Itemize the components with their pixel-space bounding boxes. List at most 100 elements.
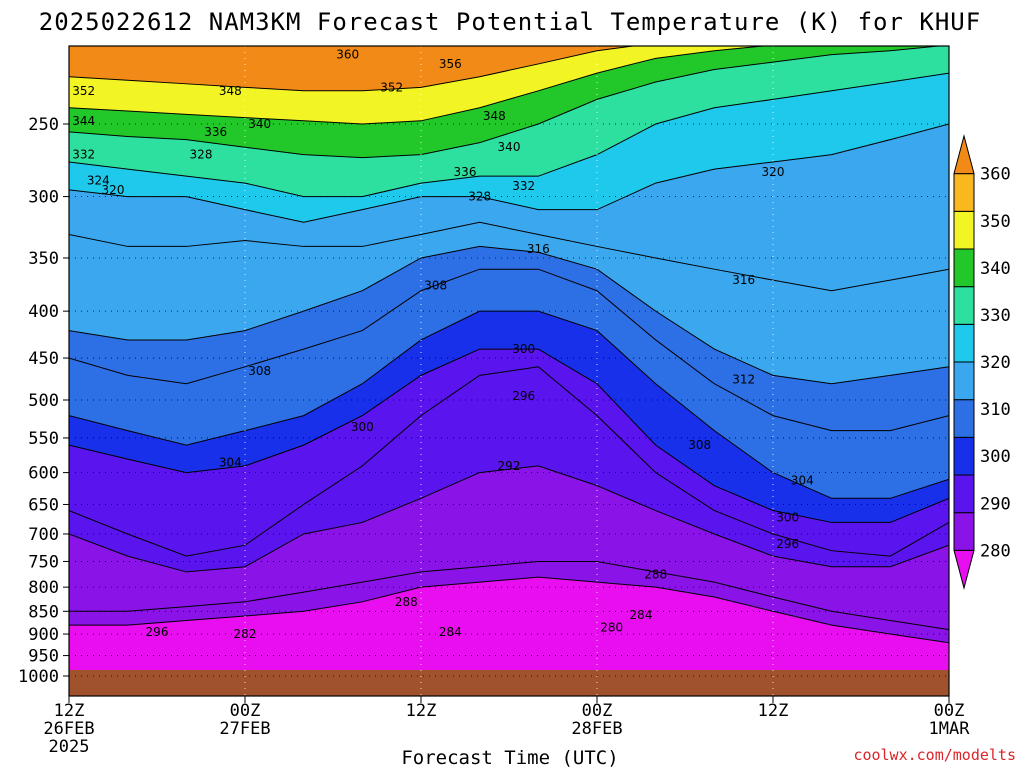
contour-label: 352 — [72, 84, 95, 98]
isentrope-312 — [69, 245, 949, 385]
colorbar-segment — [953, 210, 975, 250]
y-tick-label: 900 — [28, 625, 59, 645]
x-tick-label: 2025 — [49, 737, 90, 757]
isentrope-300 — [69, 348, 949, 523]
colorbar-tick-label: 320 — [980, 353, 1011, 373]
contour-label: 304 — [791, 473, 814, 487]
contour-label: 360 — [336, 48, 359, 62]
credit-link[interactable]: coolwx.com/modelts — [853, 746, 1016, 764]
y-tick-label: 850 — [28, 602, 59, 622]
colorbar-tick-label: 340 — [980, 259, 1011, 279]
colorbar-segment — [953, 512, 975, 551]
colorbar-segment — [953, 134, 975, 175]
isentrope-308 — [69, 268, 949, 432]
isentrope-320 — [69, 123, 949, 223]
colorbar-segment — [953, 323, 975, 363]
contour-label: 336 — [204, 125, 227, 139]
isentrope-336 — [69, 46, 944, 159]
contour-label: 296 — [146, 625, 169, 639]
contour-label: 328 — [468, 190, 491, 204]
contour-label: 308 — [688, 438, 711, 452]
contour-label: 332 — [72, 148, 95, 162]
x-tick-label: 1MAR — [929, 719, 971, 739]
contour-label: 320 — [762, 165, 785, 179]
y-tick-label: 950 — [28, 647, 59, 667]
contour-label: 328 — [190, 148, 213, 162]
contour-label: 344 — [72, 114, 95, 128]
contour-label: 336 — [454, 165, 477, 179]
plot-frame — [68, 45, 950, 697]
y-tick-label: 600 — [28, 464, 59, 484]
x-tick-label: 00Z — [582, 701, 613, 721]
contour-label: 300 — [776, 511, 799, 525]
contour-label: 332 — [512, 179, 535, 193]
x-axis-label: Forecast Time (UTC) — [401, 747, 618, 768]
y-tick-label: 750 — [28, 552, 59, 572]
contour-label: 292 — [498, 459, 521, 473]
contour-label: 356 — [439, 57, 462, 71]
contour-label: 288 — [644, 568, 667, 582]
colorbar-tick-label: 280 — [980, 541, 1011, 561]
x-tick-label: 28FEB — [571, 719, 622, 739]
isentrope-296 — [69, 366, 949, 557]
isentrope-328 — [69, 72, 949, 198]
colorbar-segment — [953, 248, 975, 288]
contour-label: 282 — [234, 627, 257, 641]
x-tick-label: 00Z — [934, 701, 965, 721]
x-tick-label: 12Z — [406, 701, 437, 721]
contour-label: 300 — [351, 420, 374, 434]
contour-label: 320 — [102, 183, 125, 197]
contour-label: 300 — [512, 342, 535, 356]
ground-surface — [69, 670, 949, 696]
contour-label: 324 — [87, 173, 110, 187]
y-tick-label: 550 — [28, 429, 59, 449]
y-tick-label: 350 — [28, 249, 59, 269]
colorbar-segment — [953, 399, 975, 438]
chart-title: 2025022612 NAM3KM Forecast Potential Tem… — [39, 8, 981, 36]
contour-label: 340 — [498, 140, 521, 154]
contour-label: 348 — [219, 84, 242, 98]
contour-label: 340 — [248, 117, 271, 131]
x-tick-label: 27FEB — [219, 719, 270, 739]
contour-label: 296 — [512, 389, 535, 403]
plot-area — [69, 46, 949, 696]
y-tick-label: 400 — [28, 302, 59, 322]
contour-label: 312 — [732, 373, 755, 387]
y-tick-label: 500 — [28, 391, 59, 411]
ground-layer — [69, 670, 949, 696]
colorbar-tick-label: 290 — [980, 494, 1011, 514]
y-tick-label: 300 — [28, 188, 59, 208]
x-tick-label: 12Z — [758, 701, 789, 721]
isentrope-304 — [69, 310, 949, 499]
colorbar-tick-label: 310 — [980, 400, 1011, 420]
y-tick-label: 250 — [28, 115, 59, 135]
isentrope-284 — [69, 576, 949, 644]
contour-label: 284 — [630, 608, 653, 622]
colorbar-tick-label: 360 — [980, 165, 1011, 185]
contour-label: 348 — [483, 109, 506, 123]
y-tick-label: 450 — [28, 349, 59, 369]
contour-label: 316 — [527, 242, 550, 256]
colorbar-segment — [953, 549, 975, 590]
isentrope-316 — [69, 221, 949, 292]
contour-labels: 360 356 352 348 352 348 344 336 340 340 332 328 336 3… — [72, 48, 814, 641]
contour-label: 316 — [732, 273, 755, 287]
isentrope-352 — [69, 46, 637, 92]
colorbar-tick-label: 350 — [980, 212, 1011, 232]
x-tick-label: 12Z — [54, 701, 85, 721]
colorbar-segment — [953, 474, 975, 514]
y-tick-label: 700 — [28, 525, 59, 545]
contour-label: 304 — [219, 456, 242, 470]
contour-label: 296 — [776, 537, 799, 551]
contour-label: 308 — [248, 364, 271, 378]
contour-label: 288 — [395, 595, 418, 609]
contour-label: 352 — [380, 80, 403, 94]
theta-band-284 — [69, 577, 949, 696]
isentrope-292 — [69, 465, 949, 573]
colorbar-tick-label: 300 — [980, 447, 1011, 467]
y-tick-label: 800 — [28, 578, 59, 598]
x-tick-label: 00Z — [230, 701, 261, 721]
contour-label: 308 — [424, 278, 447, 292]
contour-label: 284 — [439, 625, 462, 639]
